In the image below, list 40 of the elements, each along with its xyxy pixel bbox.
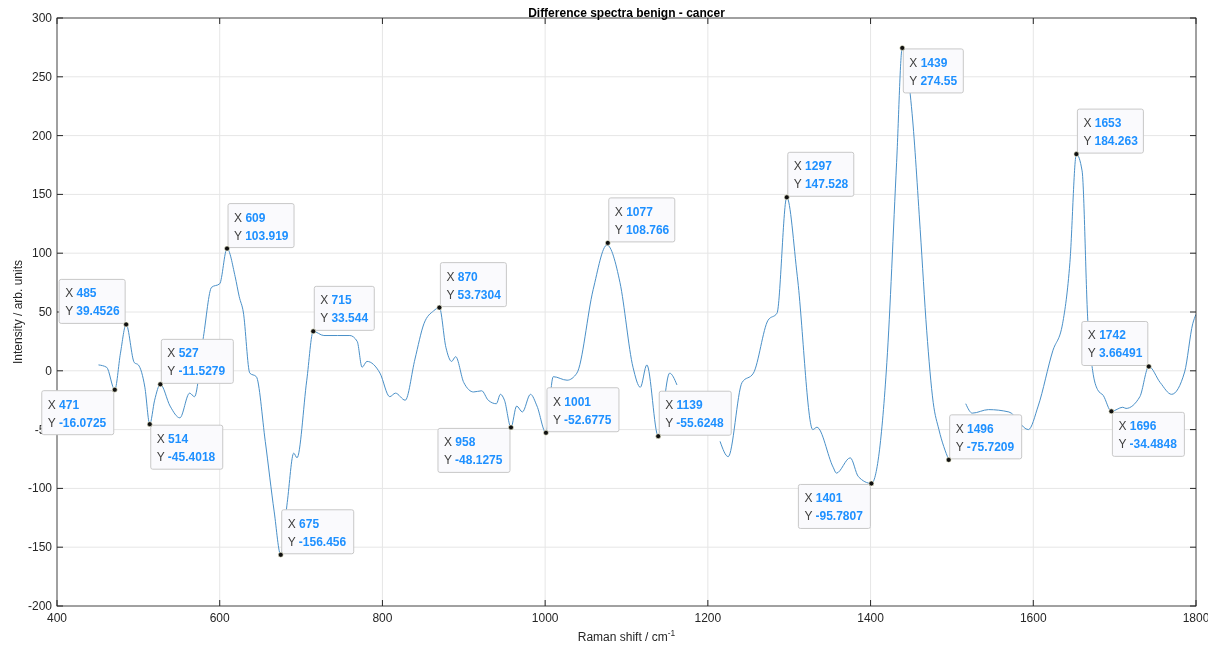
y-tick-label: 50 [38, 305, 53, 319]
y-tick-label: -150 [27, 540, 53, 555]
x-tick-label: 1000 [531, 611, 559, 625]
annotation: X 870 Y 53.7304 [446, 269, 502, 302]
y-tick-label: 0 [45, 363, 53, 378]
x-tick-label: 800 [372, 611, 393, 625]
x-tick-label: 400 [46, 611, 68, 625]
annotation: X 1496 Y -75.7209 [955, 421, 1015, 454]
y-tick-label: 200 [31, 128, 53, 143]
y-axis-title: Intensity / arb. units [11, 259, 25, 365]
annotation: X 1696 Y -34.4848 [1118, 419, 1178, 452]
y-tick-label: 250 [31, 69, 53, 84]
annotation: X 1653 Y 184.263 [1083, 116, 1139, 149]
annotation: X 527 Y -11.5279 [167, 346, 226, 379]
annotation: X 1001 Y -52.6775 [552, 394, 612, 427]
y-tick-label: -100 [27, 481, 53, 496]
y-tick-label: -200 [27, 599, 53, 613]
annotation: X 471 Y -16.0725 [47, 397, 107, 430]
annotation: X 675 Y -156.456 [287, 516, 347, 549]
annotation: X 958 Y -48.1275 [443, 435, 503, 468]
y-tick-label: 150 [31, 187, 53, 202]
annotation: X 609 Y 103.919 [234, 210, 289, 243]
chart-title: Difference spectra benign - cancer [528, 6, 726, 20]
annotation: X 1077 Y 108.766 [614, 204, 670, 237]
x-tick-label: 1400 [857, 611, 885, 625]
annotation: X 485 Y 39.4526 [65, 286, 120, 319]
annotation: X 715 Y 33.544 [320, 293, 369, 326]
x-tick-label: 600 [209, 611, 231, 625]
x-axis-title: Raman shift / cm$^{-1}$ [577, 628, 676, 644]
y-tick-label: 100 [31, 246, 53, 261]
y-tick-label: 300 [31, 11, 53, 25]
annotation: X 1439 Y 274.55 [909, 55, 958, 88]
annotation: X 1139 Y -55.6248 [665, 398, 725, 431]
x-tick-label: 1600 [1019, 611, 1047, 625]
annotation: X 1297 Y 147.528 [793, 159, 849, 192]
annotation: X 1742 Y 3.66491 [1087, 328, 1143, 361]
annotation: X 1401 Y -95.7807 [804, 491, 864, 524]
annotation: X 514 Y -45.4018 [156, 432, 216, 465]
x-tick-label: 1200 [694, 611, 722, 625]
x-tick-label: 1800 [1182, 611, 1210, 625]
